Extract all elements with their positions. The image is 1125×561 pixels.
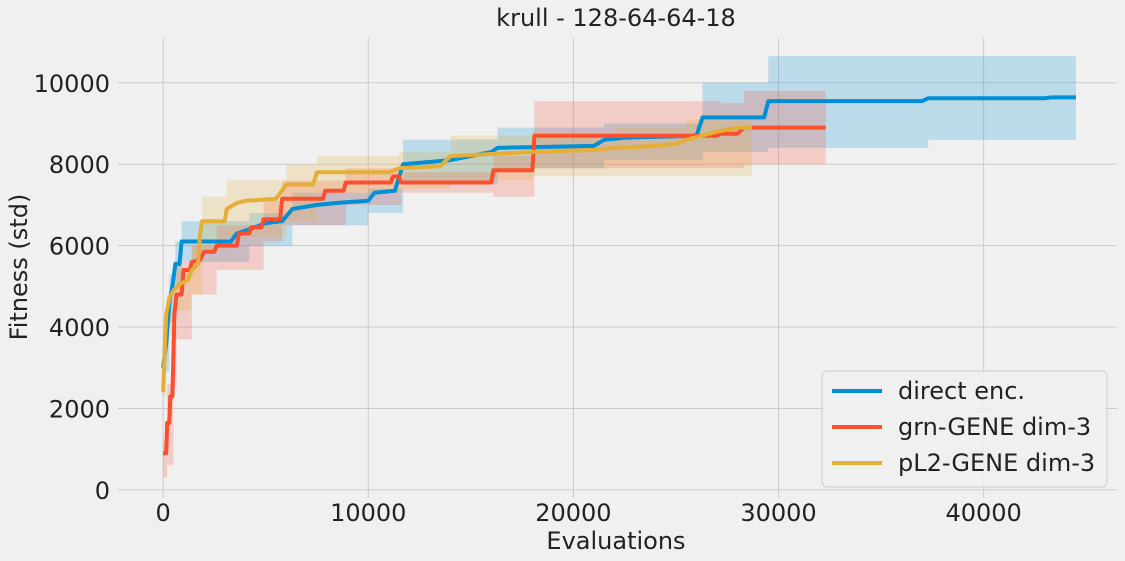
x-tick-label: 0 (155, 499, 170, 527)
y-tick-labels: 0 2000 4000 6000 8000 10000 (34, 70, 110, 505)
y-tick-label: 0 (95, 477, 110, 505)
y-tick-label: 4000 (49, 314, 110, 342)
y-tick-label: 2000 (49, 395, 110, 423)
legend-label-2: pL2-GENE dim-3 (898, 449, 1095, 477)
y-tick-label: 10000 (34, 70, 110, 98)
grid (118, 38, 1117, 498)
y-tick-label: 8000 (49, 151, 110, 179)
legend-label-1: grn-GENE dim-3 (898, 413, 1091, 441)
std-band-2 (163, 103, 752, 397)
std-band-0 (163, 56, 1077, 372)
x-axis-label: Evaluations (546, 527, 685, 555)
chart-title: krull - 128-64-64-18 (496, 4, 736, 32)
x-tick-label: 20000 (535, 499, 611, 527)
std-band-1 (163, 90, 826, 478)
series-line-2 (161, 125, 752, 393)
y-tick-label: 6000 (49, 233, 110, 261)
legend-label-0: direct enc. (898, 377, 1025, 405)
x-tick-label: 10000 (330, 499, 406, 527)
y-axis-label: Fitness (std) (5, 194, 33, 341)
legend: direct enc. grn-GENE dim-3 pL2-GENE dim-3 (821, 370, 1108, 488)
series-line-1 (163, 125, 826, 456)
x-tick-labels: 0 10000 20000 30000 40000 (155, 499, 1021, 527)
series-lines (161, 95, 1076, 456)
x-tick-label: 40000 (945, 499, 1021, 527)
x-tick-label: 30000 (740, 499, 816, 527)
series-line-0 (161, 95, 1076, 368)
std-bands (163, 56, 1077, 478)
legend-box (821, 370, 1108, 488)
